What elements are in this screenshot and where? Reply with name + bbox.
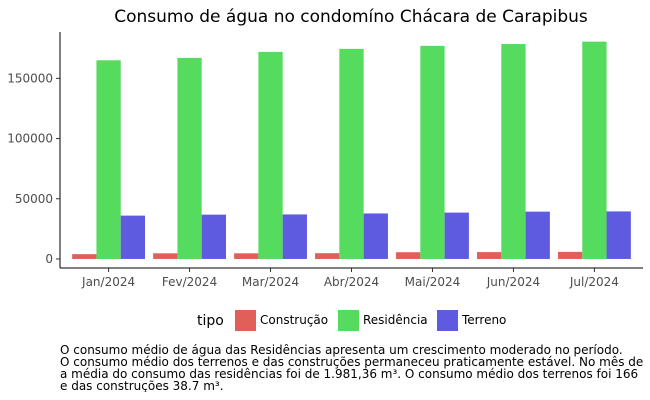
y-tick-label: 150000 — [7, 71, 53, 85]
caption-line-1: O consumo médio de água das Residências … — [60, 344, 623, 357]
caption-line-3: a média do consumo das residências foi d… — [60, 367, 639, 381]
bar — [258, 51, 283, 259]
bar — [477, 252, 502, 259]
bar — [444, 212, 469, 259]
bar — [582, 41, 607, 259]
bar — [315, 253, 340, 259]
bar — [120, 215, 146, 259]
bar — [339, 48, 364, 259]
bar — [177, 57, 202, 259]
bar — [282, 214, 307, 259]
chart-title: Consumo de água no condomíno Chácara de … — [114, 7, 588, 27]
bar — [557, 251, 583, 259]
x-tick-label: Jul/2024 — [569, 275, 619, 289]
legend-key — [338, 310, 359, 331]
bar — [234, 253, 259, 259]
y-tick-label: 0 — [45, 252, 53, 266]
plot-area: 0 50000 100000 150000 Jan/2024 Fev/2024 Mar/20… — [7, 32, 643, 289]
legend: tipo Construção Residência Terreno — [197, 310, 506, 331]
x-tick-label: Mar/2024 — [242, 275, 299, 289]
legend-title: tipo — [197, 313, 224, 329]
x-tick-label: Jan/2024 — [81, 275, 135, 289]
caption-line-4: e das construções 38.7 m³. — [60, 379, 224, 392]
y-tick-label: 100000 — [7, 132, 53, 146]
y-tick-label: 50000 — [15, 192, 53, 206]
legend-label: Residência — [363, 313, 428, 327]
bar — [72, 254, 97, 259]
bar — [96, 60, 121, 259]
legend-key — [437, 310, 458, 331]
bar — [501, 44, 526, 259]
bar — [396, 252, 421, 259]
x-tick-label: Mai/2024 — [405, 275, 461, 289]
legend-label: Terreno — [461, 313, 506, 327]
chart-caption: O consumo médio de água das Residências … — [60, 344, 650, 392]
bar — [201, 214, 226, 259]
caption-line-2: O consumo médio dos terrenos e das const… — [60, 355, 644, 369]
bar — [153, 253, 178, 259]
x-tick-label: Abr/2024 — [324, 275, 379, 289]
bar — [420, 45, 445, 259]
bar — [363, 213, 388, 259]
legend-label: Construção — [260, 313, 328, 327]
x-tick-label: Fev/2024 — [162, 275, 217, 289]
bar — [606, 211, 631, 259]
x-tick-label: Jun/2024 — [486, 275, 540, 289]
legend-key — [235, 310, 256, 331]
bar — [525, 211, 550, 259]
